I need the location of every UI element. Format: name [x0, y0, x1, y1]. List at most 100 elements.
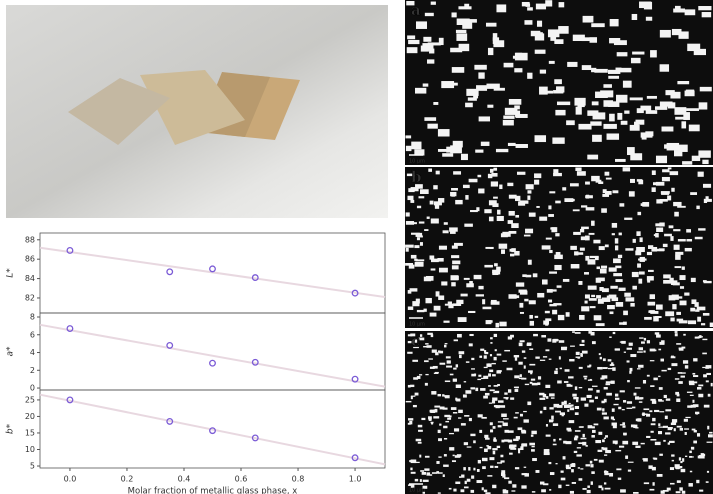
dendrite: [629, 343, 633, 346]
dendrite: [605, 488, 611, 490]
dendrite: [477, 480, 483, 483]
dendrite: [662, 169, 669, 172]
dendrite: [445, 343, 448, 344]
dendrite: [648, 270, 654, 272]
dendrite: [532, 491, 535, 492]
dendrite: [438, 456, 441, 457]
dendrite: [649, 410, 652, 412]
dendrite: [572, 331, 575, 333]
dendrite: [678, 372, 682, 374]
dendrite: [455, 200, 462, 204]
dendrite: [552, 310, 557, 315]
dendrite: [449, 433, 454, 434]
dendrite: [566, 467, 571, 469]
dendrite: [616, 95, 627, 103]
dendrite: [693, 375, 698, 377]
dendrite: [444, 415, 450, 417]
dendrite: [692, 381, 698, 383]
dendrite: [580, 468, 583, 469]
data-point: [210, 266, 216, 272]
dendrite: [455, 398, 457, 401]
dendrite: [464, 224, 473, 227]
dendrite: [565, 369, 570, 372]
dendrite: [499, 405, 505, 408]
dendrite: [660, 199, 668, 202]
dendrite: [461, 475, 464, 478]
dendrite: [675, 266, 682, 268]
dendrite: [660, 64, 669, 71]
dendrite: [485, 438, 490, 440]
dendrite: [594, 69, 607, 73]
dendrite: [445, 421, 449, 422]
dendrite: [546, 396, 548, 399]
dendrite: [484, 355, 487, 358]
dendrite: [676, 343, 681, 345]
dendrite: [554, 371, 558, 374]
dendrite: [420, 242, 423, 246]
dendrite: [579, 387, 583, 388]
dendrite: [708, 434, 713, 437]
dendrite: [658, 349, 661, 351]
dendrite: [430, 410, 433, 413]
dendrite: [535, 33, 544, 40]
dendrite: [613, 419, 615, 420]
dendrite: [554, 265, 561, 270]
dendrite: [566, 312, 570, 317]
dendrite: [685, 9, 696, 15]
dendrite: [465, 481, 467, 484]
dendrite: [529, 213, 536, 217]
dendrite: [610, 311, 614, 314]
dendrite: [591, 23, 604, 27]
dendrite: [549, 250, 552, 253]
y-axis-label: a*: [6, 346, 16, 357]
dendrite: [615, 159, 626, 162]
dendrite: [492, 400, 495, 403]
dendrite: [641, 341, 645, 343]
dendrite: [563, 279, 569, 282]
dendrite: [578, 124, 591, 130]
dendrite: [622, 409, 625, 410]
dendrite: [594, 315, 602, 320]
dendrite: [549, 191, 555, 193]
dendrite: [407, 196, 413, 200]
dendrite: [444, 222, 448, 225]
dendrite: [589, 298, 597, 301]
dendrite: [487, 105, 493, 108]
dendrite: [639, 271, 645, 274]
dendrite: [605, 383, 610, 385]
dendrite: [545, 311, 550, 313]
dendrite: [488, 48, 493, 55]
dendrite: [560, 368, 562, 370]
dendrite: [486, 363, 491, 366]
dendrite: [438, 149, 447, 152]
dendrite: [497, 210, 500, 215]
dendrite: [605, 450, 611, 453]
dendrite: [706, 380, 709, 382]
x-tick-label: 1.0: [349, 475, 362, 484]
dendrite: [569, 403, 571, 404]
dendrite: [508, 389, 511, 392]
dendrite: [624, 110, 629, 113]
dendrite: [620, 341, 626, 342]
dendrite: [650, 50, 657, 57]
dendrite: [469, 418, 472, 421]
dendrite: [534, 173, 541, 178]
dendrite: [453, 455, 455, 457]
dendrite: [629, 371, 631, 374]
dendrite: [658, 431, 662, 434]
dendrite: [456, 385, 461, 388]
dendrite: [496, 4, 506, 12]
dendrite: [507, 183, 513, 186]
dendrite: [516, 144, 528, 148]
dendrite: [492, 485, 496, 488]
dendrite: [566, 441, 572, 444]
dendrite: [615, 238, 618, 243]
dendrite: [665, 311, 674, 316]
dendrite: [452, 265, 459, 269]
y-tick-label: 2: [30, 366, 35, 375]
dendrite: [647, 276, 654, 280]
dendrite: [515, 215, 519, 218]
dendrite: [638, 279, 642, 284]
dendrite: [484, 367, 488, 368]
dendrite: [425, 343, 428, 344]
